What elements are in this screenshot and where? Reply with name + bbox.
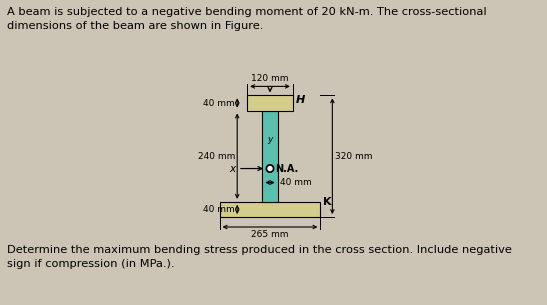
- Text: 265 mm: 265 mm: [251, 230, 289, 239]
- Bar: [263, 111, 277, 202]
- Text: 240 mm: 240 mm: [198, 152, 235, 161]
- Text: Determine the maximum bending stress produced in the cross section. Include nega: Determine the maximum bending stress pro…: [7, 245, 512, 269]
- Text: 40 mm: 40 mm: [280, 178, 311, 187]
- Text: 40 mm: 40 mm: [203, 205, 235, 214]
- Circle shape: [266, 165, 274, 172]
- Bar: [220, 202, 321, 217]
- Text: x: x: [229, 163, 235, 174]
- Text: H: H: [296, 95, 305, 106]
- Text: 320 mm: 320 mm: [335, 152, 373, 161]
- Text: K: K: [323, 197, 332, 207]
- Text: 120 mm: 120 mm: [251, 74, 289, 83]
- Bar: [247, 95, 293, 111]
- Text: y: y: [267, 135, 273, 144]
- Circle shape: [268, 167, 272, 170]
- Text: 40 mm: 40 mm: [203, 99, 235, 107]
- Text: A beam is subjected to a negative bending moment of 20 kN-m. The cross-sectional: A beam is subjected to a negative bendin…: [7, 7, 487, 31]
- Text: N.A.: N.A.: [275, 163, 298, 174]
